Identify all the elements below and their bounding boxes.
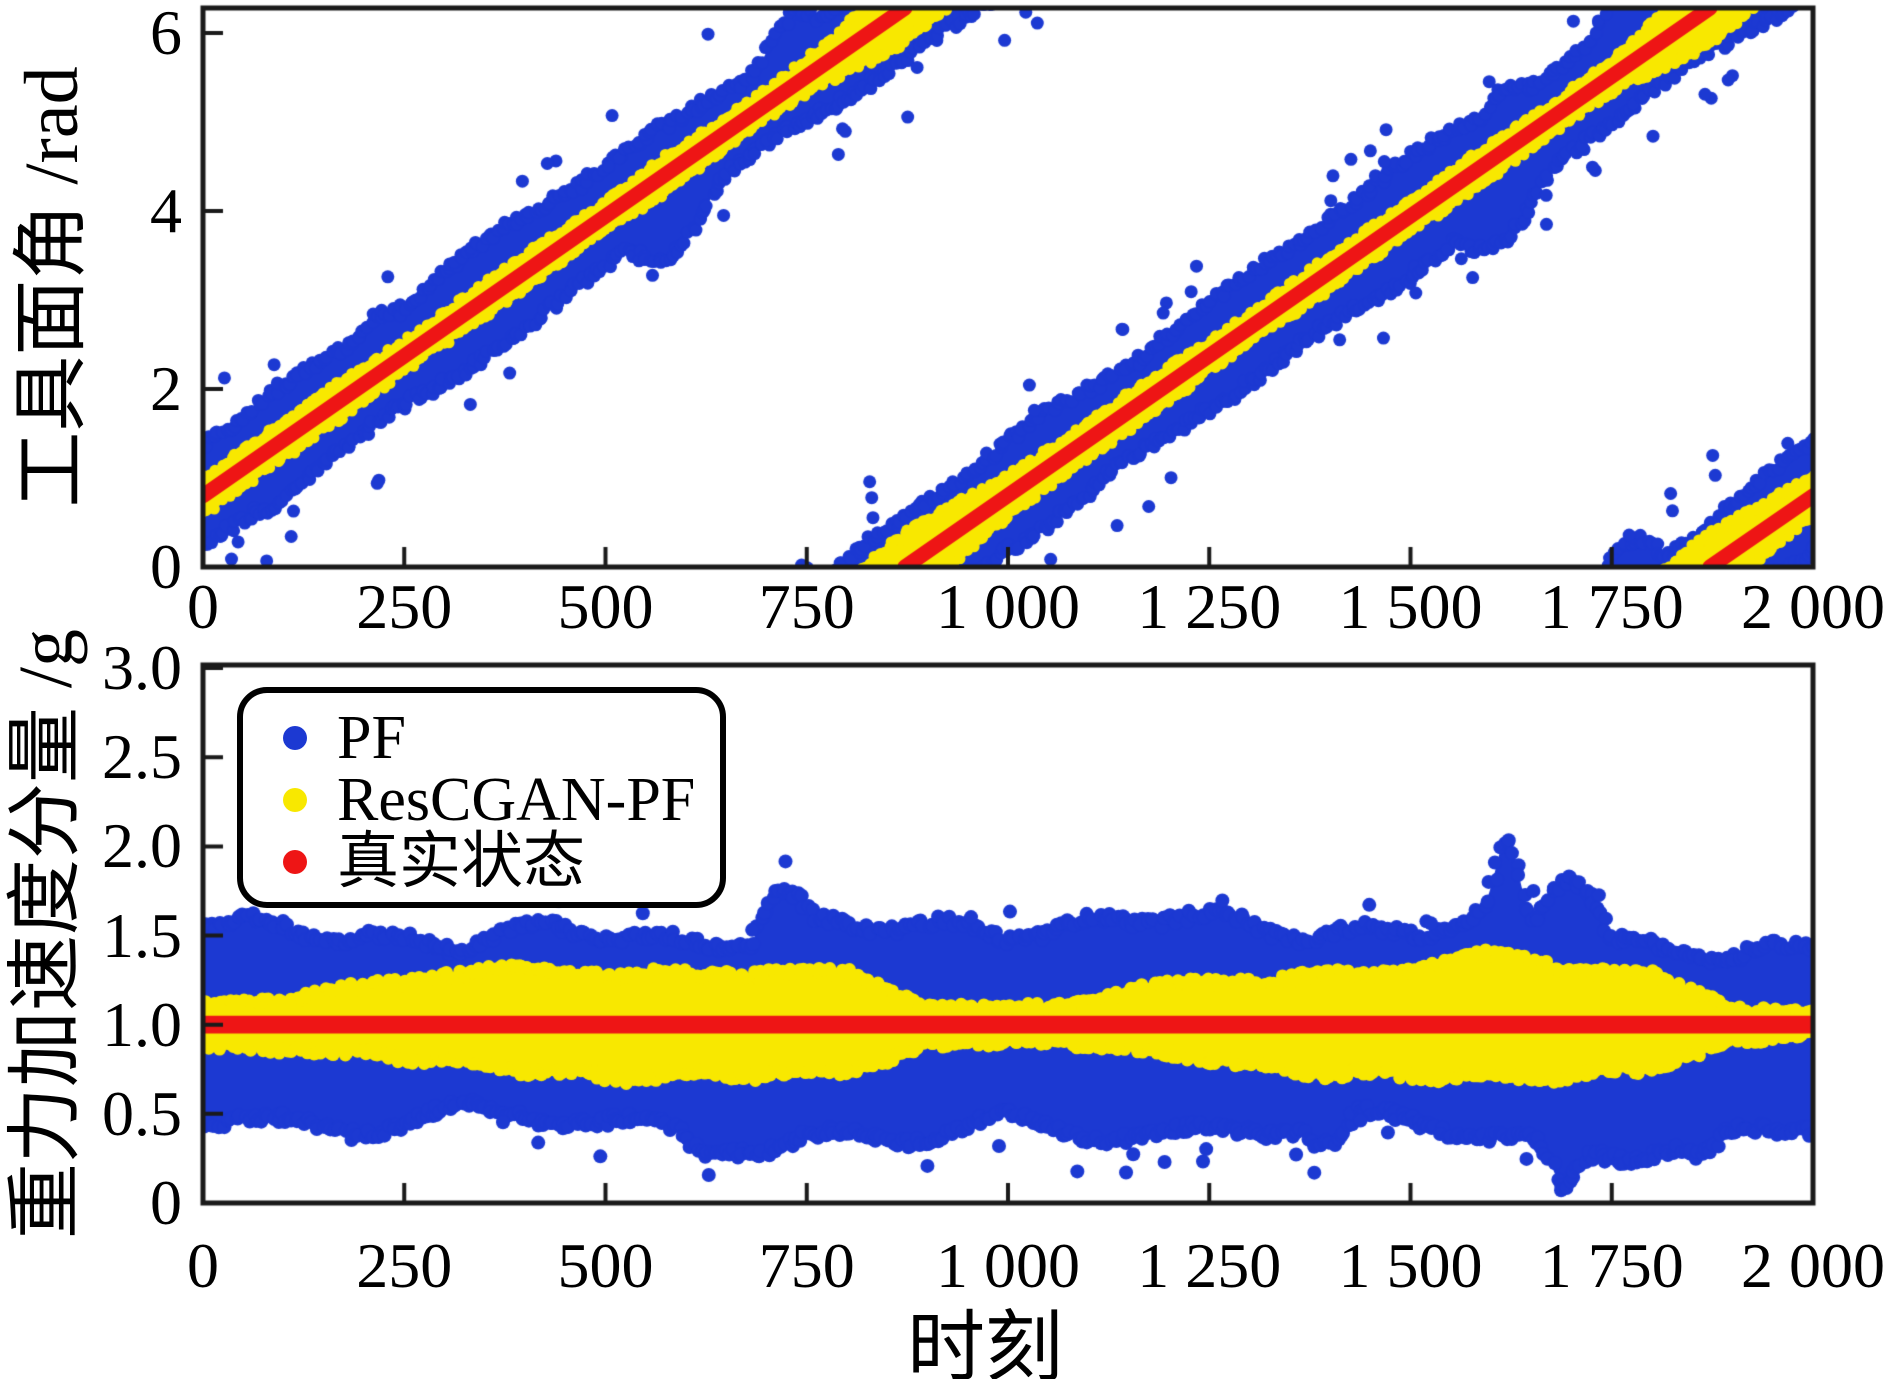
rescgan-pf-marker-icon bbox=[283, 788, 307, 812]
legend-label-pf: PF bbox=[337, 704, 406, 772]
legend-label-rescgan-pf: ResCGAN-PF bbox=[337, 766, 696, 834]
legend-item-rescgan-pf: ResCGAN-PF bbox=[283, 769, 710, 831]
pf-marker-icon bbox=[283, 726, 307, 750]
legend-item-true-state: 真实状态 bbox=[283, 831, 710, 893]
true-state-marker-icon bbox=[283, 850, 307, 874]
legend: PF ResCGAN-PF 真实状态 bbox=[237, 687, 726, 908]
legend-item-pf: PF bbox=[283, 707, 710, 769]
legend-label-true-state: 真实状态 bbox=[337, 828, 586, 896]
